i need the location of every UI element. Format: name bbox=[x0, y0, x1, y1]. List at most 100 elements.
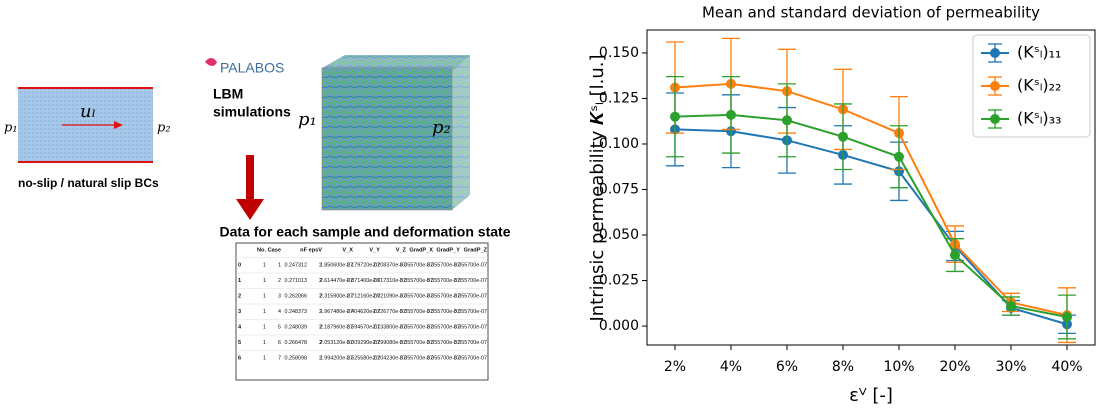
table-cell: 2 bbox=[319, 340, 322, 346]
y-tick-label: 0.075 bbox=[599, 182, 639, 198]
marker bbox=[782, 115, 792, 126]
table-cell: 2.179720e-07 bbox=[347, 262, 380, 268]
table-cell: 3.355700e-07 bbox=[427, 355, 460, 361]
table-cell: 3.355700e-07 bbox=[427, 340, 460, 346]
table-header: GradP_X bbox=[409, 247, 433, 253]
table-header: nF bbox=[300, 247, 307, 253]
plot-frame bbox=[646, 29, 1096, 346]
table-cell: 2.871400e-07 bbox=[347, 278, 380, 284]
table-header: GradP_Z bbox=[464, 247, 488, 253]
marker bbox=[1062, 311, 1072, 322]
chart: Mean and standard deviation of permeabil… bbox=[587, 4, 1096, 406]
table-cell: 0.266478 bbox=[285, 340, 307, 346]
pressure-label: p₂ bbox=[432, 117, 451, 138]
pressure-label: p₂ bbox=[157, 121, 171, 136]
row-index: 1 bbox=[238, 278, 241, 284]
series-line bbox=[674, 113, 1068, 318]
table-cell: 0.262066 bbox=[285, 293, 307, 299]
x-tick-label: 30% bbox=[995, 359, 1026, 375]
table-cell: 0.258098 bbox=[285, 355, 307, 361]
table-cell: 2.187960e-07 bbox=[320, 324, 353, 330]
series-line bbox=[674, 128, 1068, 326]
table-header: epsV bbox=[309, 247, 323, 253]
table-cell: 2.315900e-07 bbox=[320, 293, 353, 299]
flow-arrow-head bbox=[114, 121, 123, 129]
pressure-label: p₁ bbox=[298, 109, 317, 130]
table-cell: 2 bbox=[319, 355, 322, 361]
caption: no-slip / natural slip BCs bbox=[18, 176, 159, 190]
down-arrow-head bbox=[236, 199, 264, 220]
y-tick-label: 0.100 bbox=[599, 136, 639, 152]
table-cell: 0.248373 bbox=[285, 309, 307, 315]
table-cell: 4 bbox=[278, 309, 281, 315]
table-cell: 2.614470e-07 bbox=[320, 278, 353, 284]
table-cell: 0.248039 bbox=[285, 324, 307, 330]
table-cell: 2.208370e-07 bbox=[373, 262, 406, 268]
table-cell: 2 bbox=[278, 278, 281, 284]
marker bbox=[1006, 301, 1016, 312]
table-cell: 3.355700e-07 bbox=[454, 278, 487, 284]
marker bbox=[670, 111, 680, 122]
table-cell: 1 bbox=[263, 324, 266, 330]
table-cell: 2.053120e-07 bbox=[320, 340, 353, 346]
legend-frame bbox=[972, 34, 1091, 138]
x-tick-label: 10% bbox=[883, 359, 914, 375]
table-header: No. bbox=[257, 247, 266, 253]
row-index: 4 bbox=[238, 324, 242, 330]
logo-text: PALABOS bbox=[220, 60, 284, 76]
table-cell: 3.355700e-07 bbox=[400, 355, 433, 361]
table-cell: 2.204230e-07 bbox=[373, 355, 406, 361]
row-index: 0 bbox=[238, 262, 241, 268]
table-cell: 3.355700e-07 bbox=[400, 293, 433, 299]
logo-icon bbox=[205, 58, 217, 66]
table-cell: 2.525580e-07 bbox=[347, 355, 380, 361]
y-tick-label: 0.150 bbox=[599, 45, 639, 61]
pressure-label: p₁ bbox=[4, 121, 18, 136]
table-header: GradP_Y bbox=[436, 247, 460, 253]
x-tick-label: 4% bbox=[720, 359, 742, 375]
method: LBM bbox=[213, 86, 243, 102]
table-cell: 3.355700e-07 bbox=[454, 293, 487, 299]
table-cell: 3.355700e-07 bbox=[400, 309, 433, 315]
row-index: 5 bbox=[238, 340, 241, 346]
table-cell: 1.967480e-07 bbox=[320, 309, 353, 315]
y-tick-label: 0.125 bbox=[599, 90, 639, 106]
table-cell: 1 bbox=[263, 262, 266, 268]
table-cell: 7 bbox=[278, 355, 281, 361]
legend-marker bbox=[990, 81, 1000, 91]
x-axis-label: εⱽ [-] bbox=[849, 385, 893, 406]
legend-label: (Kˢₗ)₃₃ bbox=[1017, 109, 1061, 128]
row-index: 6 bbox=[238, 355, 241, 361]
table-cell: 5 bbox=[278, 324, 281, 330]
table: No. Case nF epsV V_X V_Y V_Z GradP_X GradP_Y Grad… bbox=[236, 247, 488, 361]
table-cell: 3.355700e-07 bbox=[454, 340, 487, 346]
y-tick-label: 0.000 bbox=[599, 318, 639, 334]
series-line bbox=[674, 82, 1068, 317]
y-axis-label: Intrinsic permeability 𝑲ˢₗ [l.u.] bbox=[587, 54, 608, 321]
x-tick-label: 6% bbox=[776, 359, 798, 375]
table-cell: 3.355700e-07 bbox=[427, 262, 460, 268]
x-tick-label: 8% bbox=[832, 359, 854, 375]
table-cell: 1 bbox=[263, 293, 266, 299]
table-header: V_X bbox=[342, 247, 353, 253]
table-cell: 2.712160e-07 bbox=[347, 293, 380, 299]
table-cell: 3.355700e-07 bbox=[400, 324, 433, 330]
table-cell: 3 bbox=[278, 293, 281, 299]
marker bbox=[726, 109, 736, 120]
marker bbox=[894, 151, 904, 162]
table-cell: 1 bbox=[278, 262, 281, 268]
table-cell: 2 bbox=[319, 262, 322, 268]
y-tick-label: 0.050 bbox=[599, 227, 639, 243]
table-cell: 1.994200e-07 bbox=[320, 355, 353, 361]
table-header: V_Z bbox=[396, 247, 407, 253]
table-cell: 2.226770e-07 bbox=[373, 309, 406, 315]
table-cell: 1 bbox=[263, 309, 266, 315]
table-cell: 1.850600e-07 bbox=[320, 262, 353, 268]
table-cell: 2 bbox=[319, 309, 322, 315]
marker bbox=[838, 131, 848, 142]
table-frame bbox=[235, 242, 489, 381]
legend-label: (Kˢₗ)₂₂ bbox=[1017, 76, 1061, 95]
table-cell: 3.355700e-07 bbox=[427, 309, 460, 315]
legend-marker bbox=[990, 48, 1000, 58]
